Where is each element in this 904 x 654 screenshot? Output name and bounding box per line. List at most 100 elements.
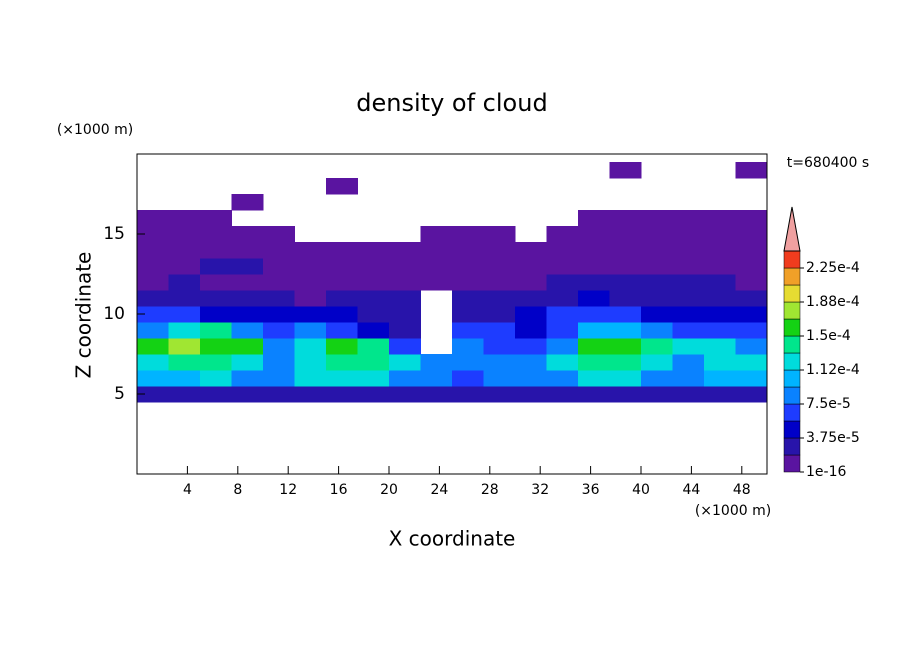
contour-cell xyxy=(263,370,295,387)
contour-cell xyxy=(672,370,705,387)
contour-cell xyxy=(735,306,768,323)
contour-cell xyxy=(168,242,201,259)
contour-cell xyxy=(672,290,705,307)
contour-cell xyxy=(578,242,610,259)
contour-cell xyxy=(200,274,232,291)
contour-cell xyxy=(578,306,610,323)
contour-cell xyxy=(294,290,327,307)
x-axis-label: X coordinate xyxy=(389,527,516,551)
contour-cell xyxy=(326,274,358,291)
contour-cell xyxy=(483,274,516,291)
contour-cell xyxy=(578,290,610,307)
contour-cell xyxy=(294,258,327,275)
contour-cell xyxy=(326,338,358,355)
contour-cell xyxy=(357,274,390,291)
contour-cell xyxy=(326,306,358,323)
contour-cell xyxy=(231,354,264,371)
contour-cell xyxy=(672,306,705,323)
contour-cell xyxy=(641,242,673,259)
colorbar-band xyxy=(783,386,801,405)
contour-cell xyxy=(672,386,705,403)
contour-cell xyxy=(704,354,736,371)
colorbar-band xyxy=(783,318,801,337)
contour-cell xyxy=(609,258,642,275)
contour-cell xyxy=(483,258,516,275)
x-tick-label: 24 xyxy=(430,482,448,498)
contour-cell xyxy=(168,338,201,355)
contour-cell xyxy=(609,290,642,307)
contour-cell xyxy=(294,306,327,323)
contour-cell xyxy=(357,370,390,387)
contour-cell xyxy=(231,338,264,355)
contour-cell xyxy=(137,258,169,275)
contour-cell xyxy=(515,338,547,355)
contour-cell xyxy=(515,322,547,339)
x-tick-label: 32 xyxy=(531,482,549,498)
contour-cell xyxy=(263,386,295,403)
contour-cell xyxy=(294,338,327,355)
contour-cell xyxy=(515,370,547,387)
contour-cell xyxy=(137,274,169,291)
contour-cell xyxy=(735,370,768,387)
contour-cell xyxy=(168,386,201,403)
contour-cell xyxy=(263,242,295,259)
contour-cell xyxy=(483,290,516,307)
colorbar-band xyxy=(783,250,801,269)
x-tick-label: 44 xyxy=(682,482,700,498)
contour-cell xyxy=(231,306,264,323)
contour-cell xyxy=(641,226,673,243)
contour-cell xyxy=(357,258,390,275)
contour-cell xyxy=(515,290,547,307)
contour-cell xyxy=(578,226,610,243)
contour-cell xyxy=(609,162,642,179)
y-axis-label: Z coordinate xyxy=(72,252,96,379)
contour-cell xyxy=(389,370,421,387)
contour-cell xyxy=(578,258,610,275)
contour-cell xyxy=(546,338,579,355)
contour-cell xyxy=(231,194,264,211)
contour-cell xyxy=(483,242,516,259)
contour-cell xyxy=(294,322,327,339)
contour-cell xyxy=(546,290,579,307)
x-tick-label: 4 xyxy=(183,482,192,498)
contour-cell xyxy=(420,354,453,371)
contour-cell xyxy=(200,226,232,243)
y-tick-label: 5 xyxy=(114,384,125,404)
contour-cell xyxy=(137,210,169,227)
contour-cell xyxy=(263,258,295,275)
contour-cell xyxy=(546,370,579,387)
contour-cell xyxy=(641,354,673,371)
contour-cell xyxy=(704,322,736,339)
contour-cell xyxy=(641,210,673,227)
contour-cell xyxy=(200,354,232,371)
contour-cell xyxy=(609,226,642,243)
contour-cell xyxy=(168,370,201,387)
contour-cell xyxy=(420,258,453,275)
contour-cell xyxy=(609,338,642,355)
contour-cell xyxy=(326,242,358,259)
contour-cell xyxy=(483,306,516,323)
contour-cell xyxy=(357,354,390,371)
contour-cell xyxy=(452,386,484,403)
contour-cell xyxy=(578,338,610,355)
x-unit: (×1000 m) xyxy=(695,503,771,519)
contour-cell xyxy=(357,322,390,339)
contour-cell xyxy=(231,258,264,275)
contour-cell xyxy=(452,226,484,243)
colorbar-band xyxy=(783,403,801,422)
x-tick-label: 12 xyxy=(279,482,297,498)
contour-cell xyxy=(326,370,358,387)
contour-cell xyxy=(735,354,768,371)
contour-cell xyxy=(578,210,610,227)
contour-cell xyxy=(546,226,579,243)
contour-cell xyxy=(357,290,390,307)
contour-cell xyxy=(704,258,736,275)
contour-cell xyxy=(546,258,579,275)
contour-cell xyxy=(263,338,295,355)
contour-cell xyxy=(641,306,673,323)
contour-cell xyxy=(389,258,421,275)
contour-cell xyxy=(263,306,295,323)
contour-cell xyxy=(483,354,516,371)
contour-cell xyxy=(609,210,642,227)
contour-cell xyxy=(389,290,421,307)
